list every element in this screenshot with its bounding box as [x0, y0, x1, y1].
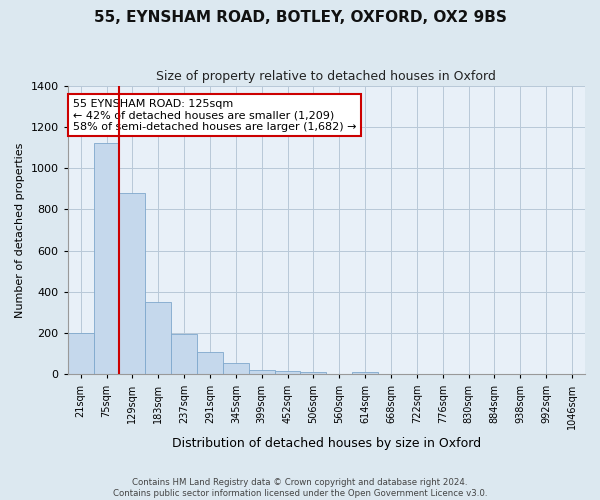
Bar [68, 333, 94, 374]
Bar [275, 372, 301, 374]
X-axis label: Distribution of detached houses by size in Oxford: Distribution of detached houses by size … [172, 437, 481, 450]
Text: 55 EYNSHAM ROAD: 125sqm
← 42% of detached houses are smaller (1,209)
58% of semi: 55 EYNSHAM ROAD: 125sqm ← 42% of detache… [73, 98, 356, 132]
Y-axis label: Number of detached properties: Number of detached properties [15, 142, 25, 318]
Bar [119, 193, 145, 374]
Bar [249, 370, 275, 374]
Bar [145, 302, 171, 374]
Text: Contains HM Land Registry data © Crown copyright and database right 2024.
Contai: Contains HM Land Registry data © Crown c… [113, 478, 487, 498]
Bar [197, 352, 223, 374]
Title: Size of property relative to detached houses in Oxford: Size of property relative to detached ho… [157, 70, 496, 83]
Bar [171, 334, 197, 374]
Bar [352, 372, 378, 374]
Bar [223, 363, 249, 374]
Text: 55, EYNSHAM ROAD, BOTLEY, OXFORD, OX2 9BS: 55, EYNSHAM ROAD, BOTLEY, OXFORD, OX2 9B… [94, 10, 506, 25]
Bar [94, 144, 119, 374]
Bar [301, 372, 326, 374]
